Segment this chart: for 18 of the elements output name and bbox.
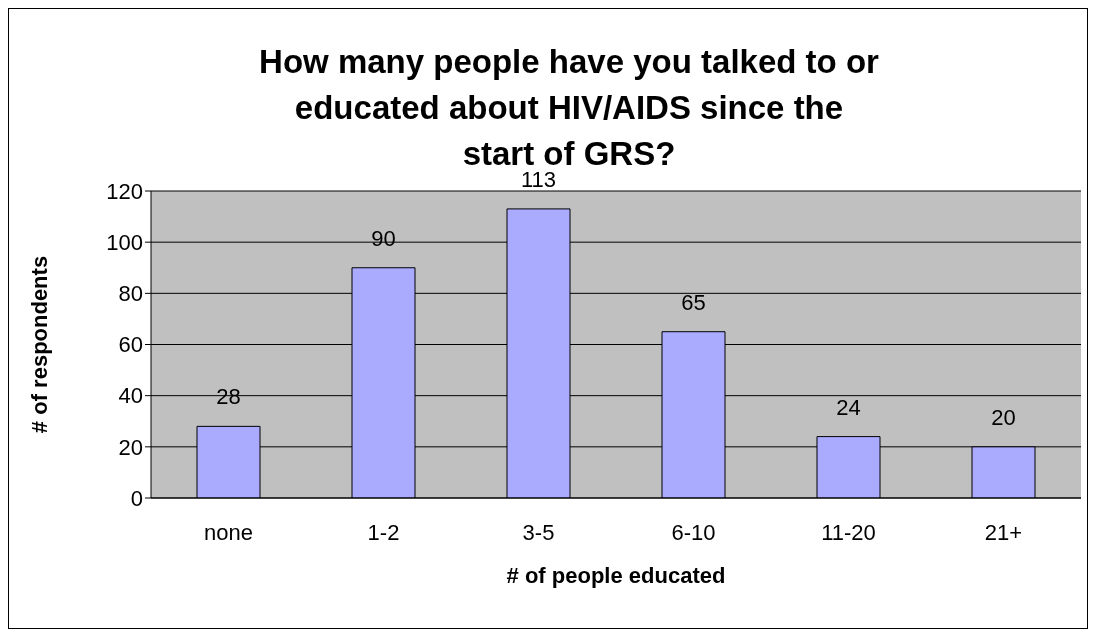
x-tick-label: 3-5 bbox=[522, 519, 555, 545]
y-tick-label: 80 bbox=[118, 281, 143, 307]
y-tick-label: 40 bbox=[118, 383, 143, 409]
y-tick-label: 20 bbox=[118, 434, 143, 460]
x-tick-label: 11-20 bbox=[821, 519, 876, 545]
data-label: 24 bbox=[836, 394, 861, 420]
x-tick-label: none bbox=[204, 519, 253, 545]
x-axis-title: # of people educated bbox=[506, 563, 726, 588]
x-tick-label: 21+ bbox=[984, 519, 1023, 545]
y-axis-title: # of respondents bbox=[26, 255, 52, 434]
data-label: 20 bbox=[991, 404, 1016, 430]
y-tick-label: 120 bbox=[106, 178, 143, 204]
y-tick-label: 60 bbox=[118, 332, 143, 358]
y-tick-label: 100 bbox=[106, 229, 143, 255]
x-tick-label: 1-2 bbox=[367, 519, 400, 545]
data-label: 65 bbox=[681, 289, 706, 315]
x-tick-label: 6-10 bbox=[671, 519, 716, 545]
y-tick-label: 0 bbox=[130, 485, 143, 511]
